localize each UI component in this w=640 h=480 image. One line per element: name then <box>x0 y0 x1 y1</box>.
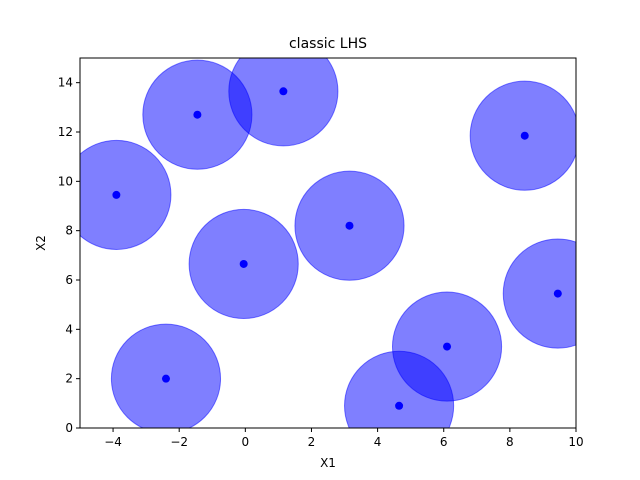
sample-point-9 <box>520 131 529 140</box>
x-tick-label: 8 <box>506 435 514 449</box>
y-tick-label: 10 <box>58 174 73 188</box>
x-axis-label: X1 <box>320 456 336 470</box>
influence-circle-10 <box>502 238 576 349</box>
y-tick-label: 14 <box>58 76 73 90</box>
plot-frame <box>79 57 577 429</box>
x-tick-label: −2 <box>170 435 188 449</box>
sample-point-8 <box>443 342 452 351</box>
y-axis-label: X2 <box>34 235 48 251</box>
x-tick-label: 0 <box>242 435 250 449</box>
sample-point-3 <box>193 110 202 119</box>
y-tick-label: 6 <box>65 273 73 287</box>
influence-circle-5 <box>228 58 339 147</box>
y-axis: 0 2 4 6 8 10 12 14 <box>58 76 80 435</box>
x-tick-label: 2 <box>308 435 316 449</box>
x-tick-label: 4 <box>374 435 382 449</box>
sample-point-1 <box>112 190 121 199</box>
sample-point-7 <box>395 401 404 410</box>
sample-point-6 <box>345 221 354 230</box>
y-tick-label: 2 <box>65 372 73 386</box>
sample-point-2 <box>161 374 170 383</box>
sample-point-5 <box>279 87 288 96</box>
y-tick-label: 0 <box>65 421 73 435</box>
influence-circle-1 <box>80 139 172 250</box>
sample-point-4 <box>239 259 248 268</box>
x-tick-label: 6 <box>440 435 448 449</box>
x-tick-label: −4 <box>104 435 122 449</box>
chart-title: classic LHS <box>289 36 367 52</box>
x-axis: −4 −2 0 2 4 6 8 10 <box>104 428 584 449</box>
y-tick-label: 4 <box>65 322 73 336</box>
y-tick-label: 8 <box>65 224 73 238</box>
x-tick-label: 10 <box>568 435 583 449</box>
y-tick-label: 12 <box>58 125 73 139</box>
points-layer <box>112 87 562 410</box>
sample-point-10 <box>553 289 562 298</box>
